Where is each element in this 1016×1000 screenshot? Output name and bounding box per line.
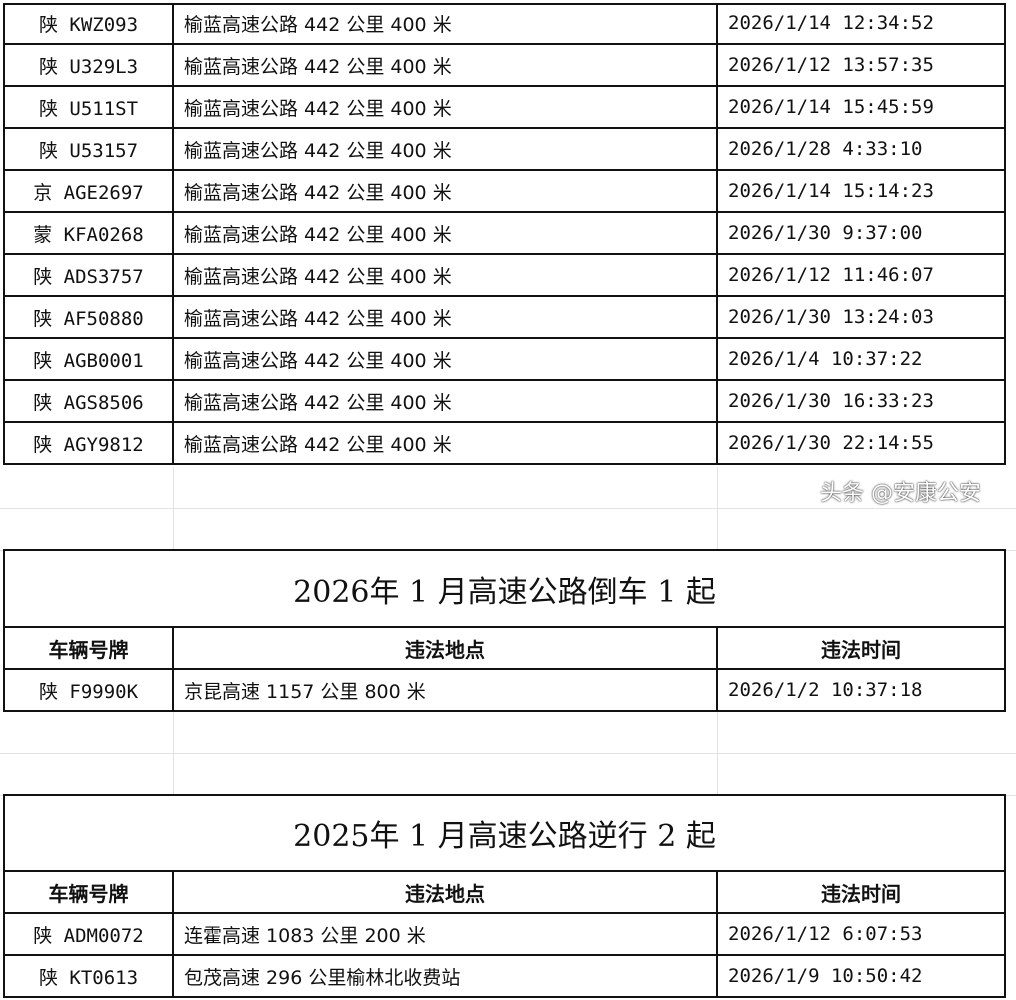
table-row: 陕 F9990K 京昆高速 1157 公里 800 米 2026/1/2 10:37… <box>3 670 1006 712</box>
cell-location: 榆蓝高速公路 442 公里 400 米 <box>174 3 718 43</box>
table-row: 陕 KWZ093 榆蓝高速公路 442 公里 400 米 2026/1/14 12:… <box>3 3 1006 45</box>
empty-row <box>0 754 1016 796</box>
cell-plate: 陕 U511ST <box>5 87 174 127</box>
cell-plate: 陕 KWZ093 <box>5 3 174 43</box>
empty-row <box>0 509 1016 551</box>
cell-location: 榆蓝高速公路 442 公里 400 米 <box>174 255 718 295</box>
table-row: 陕 ADM0072 连霍高速 1083 公里 200 米 2026/1/12 6:0… <box>3 914 1006 956</box>
cell-time: 2026/1/14 15:14:23 <box>728 180 934 202</box>
cell-plate: 陕 AGS8506 <box>5 381 174 421</box>
cell-location: 榆蓝高速公路 442 公里 400 米 <box>174 213 718 253</box>
cell-location: 榆蓝高速公路 442 公里 400 米 <box>174 171 718 211</box>
cell-location: 榆蓝高速公路 442 公里 400 米 <box>174 297 718 337</box>
header-plate: 车辆号牌 <box>5 872 174 912</box>
cell-time: 2026/1/14 12:34:52 <box>728 12 934 34</box>
header-location: 违法地点 <box>174 628 718 668</box>
cell-plate: 陕 AGB0001 <box>5 339 174 379</box>
cell-time: 2026/1/30 9:37:00 <box>728 222 923 244</box>
cell-plate: 陕 ADM0072 <box>5 914 174 954</box>
cell-time: 2026/1/30 13:24:03 <box>728 306 934 328</box>
table-row: 京 AGE2697 榆蓝高速公路 442 公里 400 米 2026/1/14 15… <box>3 171 1006 213</box>
table-row: 陕 AGY9812 榆蓝高速公路 442 公里 400 米 2026/1/30 22… <box>3 423 1006 465</box>
cell-plate: 蒙 KFA0268 <box>5 213 174 253</box>
section-title: 2026年 1 月高速公路倒车 1 起 <box>3 549 1006 628</box>
cell-location: 榆蓝高速公路 442 公里 400 米 <box>174 423 718 463</box>
table-row: 陕 KT0613 包茂高速 296 公里榆林北收费站 2026/1/9 10:50:… <box>3 956 1006 998</box>
cell-time: 2026/1/30 16:33:23 <box>728 390 934 412</box>
empty-row <box>0 712 1016 754</box>
table-row: 陕 AGS8506 榆蓝高速公路 442 公里 400 米 2026/1/30 16… <box>3 381 1006 423</box>
table-row: 陕 ADS3757 榆蓝高速公路 442 公里 400 米 2026/1/12 11… <box>3 255 1006 297</box>
cell-location: 榆蓝高速公路 442 公里 400 米 <box>174 339 718 379</box>
table-row: 蒙 KFA0268 榆蓝高速公路 442 公里 400 米 2026/1/30 9:… <box>3 213 1006 255</box>
cell-location: 榆蓝高速公路 442 公里 400 米 <box>174 381 718 421</box>
cell-time: 2026/1/14 15:45:59 <box>728 96 934 118</box>
table-top-border <box>3 3 1006 5</box>
cell-time: 2026/1/9 10:50:42 <box>728 965 923 987</box>
table-row: 陕 AGB0001 榆蓝高速公路 442 公里 400 米 2026/1/4 10:… <box>3 339 1006 381</box>
cell-plate: 陕 U53157 <box>5 129 174 169</box>
header-plate: 车辆号牌 <box>5 628 174 668</box>
header-location: 违法地点 <box>174 872 718 912</box>
section-title: 2025年 1 月高速公路逆行 2 起 <box>3 794 1006 872</box>
cell-time: 2026/1/28 4:33:10 <box>728 138 923 160</box>
cell-time: 2026/1/30 22:14:55 <box>728 432 934 454</box>
cell-plate: 陕 AGY9812 <box>5 423 174 463</box>
cell-plate: 陕 AF50880 <box>5 297 174 337</box>
cell-location: 榆蓝高速公路 442 公里 400 米 <box>174 87 718 127</box>
cell-time: 2026/1/2 10:37:18 <box>728 679 923 701</box>
cell-time: 2026/1/12 11:46:07 <box>728 264 934 286</box>
cell-location: 京昆高速 1157 公里 800 米 <box>174 670 718 710</box>
table-header: 车辆号牌 违法地点 违法时间 <box>3 628 1006 670</box>
cell-plate: 陕 KT0613 <box>5 956 174 996</box>
table-row: 陕 U511ST 榆蓝高速公路 442 公里 400 米 2026/1/14 15:… <box>3 87 1006 129</box>
cell-location: 连霍高速 1083 公里 200 米 <box>174 914 718 954</box>
cell-time: 2026/1/4 10:37:22 <box>728 348 923 370</box>
cell-location: 包茂高速 296 公里榆林北收费站 <box>174 956 718 996</box>
table-row: 陕 U53157 榆蓝高速公路 442 公里 400 米 2026/1/28 4:3… <box>3 129 1006 171</box>
cell-plate: 陕 U329L3 <box>5 45 174 85</box>
cell-location: 榆蓝高速公路 442 公里 400 米 <box>174 45 718 85</box>
cell-plate: 陕 ADS3757 <box>5 255 174 295</box>
cell-time: 2026/1/12 6:07:53 <box>728 923 923 945</box>
watermark: 头条 @安康公安 <box>820 481 981 506</box>
table-row: 陕 U329L3 榆蓝高速公路 442 公里 400 米 2026/1/12 13:… <box>3 45 1006 87</box>
header-time: 违法时间 <box>821 881 901 906</box>
cell-plate: 京 AGE2697 <box>5 171 174 211</box>
cell-time: 2026/1/12 13:57:35 <box>728 54 934 76</box>
cell-plate: 陕 F9990K <box>5 670 174 710</box>
empty-row <box>0 467 1016 509</box>
table-row: 陕 AF50880 榆蓝高速公路 442 公里 400 米 2026/1/30 13… <box>3 297 1006 339</box>
header-time: 违法时间 <box>821 637 901 662</box>
table-header: 车辆号牌 违法地点 违法时间 <box>3 872 1006 914</box>
cell-location: 榆蓝高速公路 442 公里 400 米 <box>174 129 718 169</box>
